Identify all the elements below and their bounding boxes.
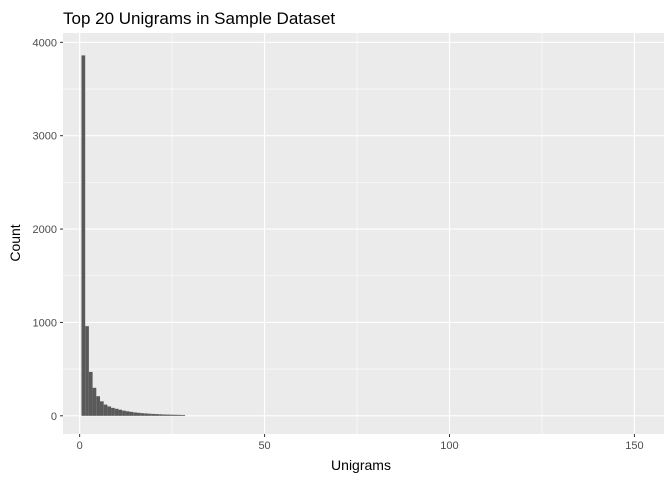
bar — [159, 414, 163, 416]
x-axis: 0 50 100 150 — [77, 434, 644, 452]
bar — [162, 414, 167, 416]
x-tick-label: 0 — [77, 440, 83, 452]
bar — [107, 406, 112, 416]
y-tick-label: 1000 — [33, 317, 57, 329]
bar — [103, 404, 108, 416]
y-axis: 0 1000 2000 3000 4000 — [33, 37, 63, 423]
bar — [81, 55, 86, 416]
y-axis-title: Count — [7, 224, 23, 261]
bars — [81, 55, 186, 416]
bar — [92, 387, 97, 416]
grid-minor — [63, 33, 664, 434]
bar — [129, 411, 134, 416]
bar — [173, 414, 178, 416]
y-tick-label: 4000 — [33, 37, 57, 49]
bar — [96, 396, 100, 416]
bar — [170, 414, 174, 416]
x-axis-title: Unigrams — [331, 457, 391, 473]
bar — [122, 410, 126, 416]
bar — [144, 413, 149, 416]
bar — [85, 326, 89, 416]
bar — [136, 412, 141, 416]
x-tick-label: 100 — [440, 440, 458, 452]
bar — [111, 407, 115, 416]
x-tick-label: 50 — [258, 440, 270, 452]
bar — [151, 413, 156, 416]
y-tick-label: 3000 — [33, 131, 57, 143]
bar — [155, 414, 160, 416]
bar — [118, 409, 123, 416]
bar — [166, 414, 171, 416]
bar — [88, 371, 93, 416]
bar — [125, 411, 130, 416]
x-tick-label: 150 — [625, 440, 643, 452]
plot-panel — [63, 33, 664, 434]
bar — [181, 414, 186, 416]
bar — [177, 414, 182, 416]
bar — [99, 401, 104, 416]
bar — [133, 412, 137, 416]
chart-title: Top 20 Unigrams in Sample Dataset — [63, 9, 335, 28]
y-tick-label: 2000 — [33, 224, 57, 236]
bar — [114, 408, 119, 416]
bar — [140, 413, 145, 416]
y-tick-label: 0 — [51, 411, 57, 423]
bar — [148, 413, 152, 416]
